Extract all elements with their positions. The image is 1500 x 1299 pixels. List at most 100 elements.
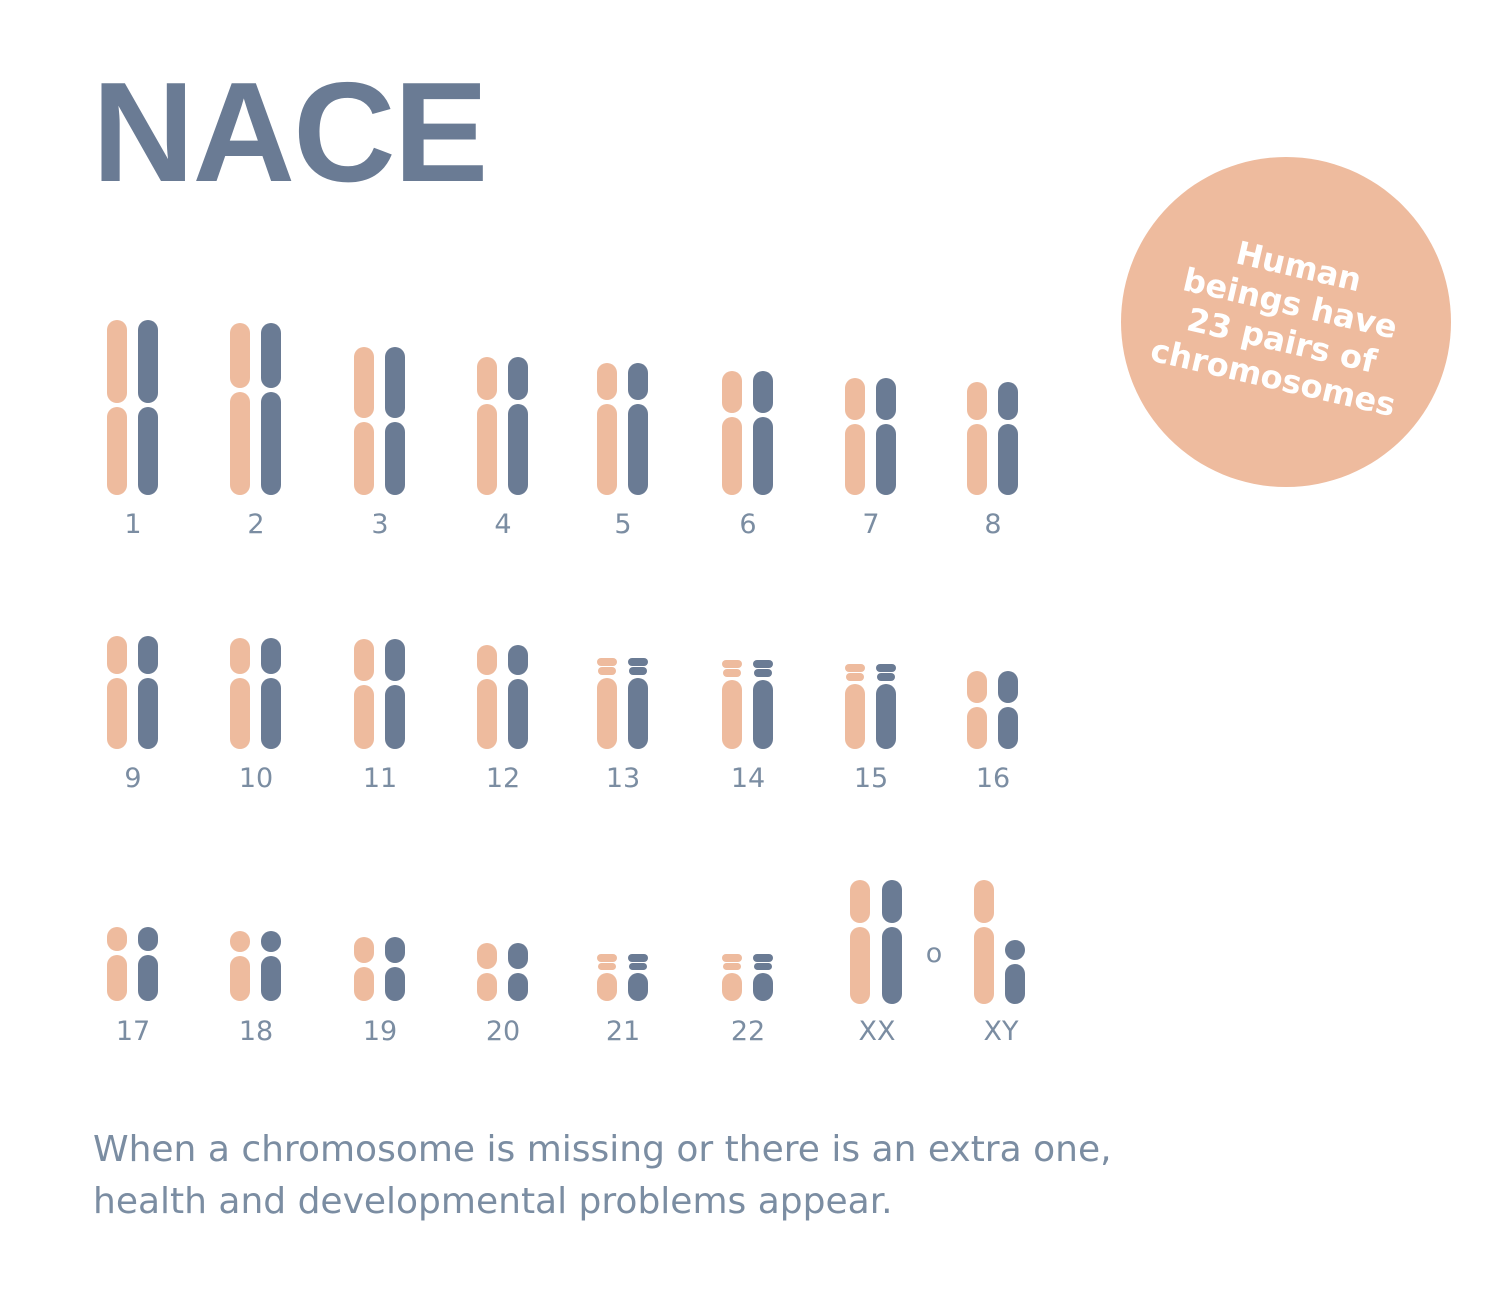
separator-or: o xyxy=(926,938,943,969)
chromosome-paternal-short-arm xyxy=(508,645,528,675)
chromosome-maternal-long-arm xyxy=(354,685,374,749)
chromosome-label: 10 xyxy=(239,763,273,794)
chromosome-maternal-long-arm xyxy=(107,407,127,495)
chromosome-maternal-short-arm xyxy=(597,363,617,400)
chromosome-paternal-short-arm xyxy=(754,669,772,677)
chromosome-paternal-long-arm xyxy=(385,685,405,749)
chromosome-label: 5 xyxy=(614,509,631,540)
chromosome-maternal-long-arm xyxy=(354,422,374,495)
chromosome-paternal-long-arm xyxy=(998,707,1018,749)
chromosome-paternal-long-arm xyxy=(261,956,281,1001)
chromosome-maternal-short-arm xyxy=(477,645,497,675)
chromosome-label: 7 xyxy=(862,509,879,540)
chromosome-maternal-satellite xyxy=(597,954,617,962)
chromosome-paternal-long-arm xyxy=(628,973,648,1001)
chromosome-label: 16 xyxy=(976,763,1010,794)
chromosome-paternal-short-arm xyxy=(138,927,158,951)
chromosome-maternal-long-arm xyxy=(354,967,374,1001)
chromosome-maternal-short-arm xyxy=(723,963,741,970)
chromosome-paternal-long-arm xyxy=(753,680,773,749)
chromosome-paternal-short-arm xyxy=(261,931,281,952)
chromosome-label: 6 xyxy=(739,509,756,540)
chromosome-paternal-long-arm xyxy=(876,424,896,495)
chromosome-maternal-long-arm xyxy=(230,678,250,749)
chromosome-paternal-short-arm xyxy=(877,673,895,681)
chromosome-maternal-short-arm xyxy=(354,639,374,681)
chromosome-maternal-long-arm xyxy=(597,678,617,749)
chromosome-label: 12 xyxy=(486,763,520,794)
chromosome-maternal-long-arm xyxy=(230,956,250,1001)
chromosome-paternal-long-arm xyxy=(508,404,528,495)
chromosome-label: 19 xyxy=(363,1016,397,1047)
chromosome-maternal-long-arm xyxy=(477,973,497,1001)
chromosome-maternal-satellite xyxy=(845,664,865,672)
chromosome-maternal-satellite xyxy=(597,658,617,666)
page-title: NACE xyxy=(92,53,488,212)
chromosome-maternal-short-arm xyxy=(354,347,374,418)
chromosome-paternal-short-arm xyxy=(629,667,647,675)
chromosome-paternal-satellite xyxy=(753,954,773,962)
chromosome-label: 1 xyxy=(124,509,141,540)
chromosome-paternal-satellite xyxy=(876,664,896,672)
chromosome-maternal-short-arm xyxy=(230,931,250,952)
chromosome-maternal-long-arm xyxy=(477,404,497,495)
footer-text: When a chromosome is missing or there is… xyxy=(93,1124,1112,1228)
chromosome-paternal-short-arm xyxy=(998,382,1018,420)
chromosome-paternal-long-arm xyxy=(998,424,1018,495)
chromosome-x-long-arm xyxy=(882,927,902,1004)
chromosome-maternal-short-arm xyxy=(477,357,497,400)
chromosome-maternal-short-arm xyxy=(477,943,497,969)
chromosome-label: 11 xyxy=(363,763,397,794)
chromosome-maternal-short-arm xyxy=(230,323,250,388)
chromosome-maternal-long-arm xyxy=(107,678,127,749)
chromosome-maternal-long-arm xyxy=(967,424,987,495)
chromosome-label: 3 xyxy=(371,509,388,540)
chromosome-label: 18 xyxy=(239,1016,273,1047)
chromosome-maternal-short-arm xyxy=(845,378,865,420)
chromosome-maternal-satellite xyxy=(722,660,742,668)
chromosome-maternal-long-arm xyxy=(845,424,865,495)
chromosome-label: 15 xyxy=(854,763,888,794)
chromosome-x-short-arm xyxy=(974,880,994,923)
chromosome-paternal-long-arm xyxy=(628,404,648,495)
chromosome-label: 8 xyxy=(984,509,1001,540)
chromosome-label: 20 xyxy=(486,1016,520,1047)
chromosome-paternal-short-arm xyxy=(138,636,158,674)
chromosome-paternal-satellite xyxy=(753,660,773,668)
chromosome-paternal-long-arm xyxy=(753,417,773,495)
chromosome-paternal-long-arm xyxy=(138,955,158,1001)
info-badge: Human beings have 23 pairs of chromosome… xyxy=(1121,157,1451,487)
chromosome-maternal-short-arm xyxy=(598,667,616,675)
chromosome-maternal-short-arm xyxy=(107,320,127,403)
chromosome-paternal-short-arm xyxy=(261,638,281,674)
chromosome-maternal-short-arm xyxy=(107,927,127,951)
footer-line: When a chromosome is missing or there is… xyxy=(93,1129,1112,1170)
chromosome-label: XY xyxy=(984,1016,1019,1047)
chromosome-maternal-short-arm xyxy=(967,671,987,703)
chromosome-paternal-short-arm xyxy=(876,378,896,420)
chromosome-maternal-satellite xyxy=(722,954,742,962)
chromosome-maternal-short-arm xyxy=(354,937,374,963)
chromosome-maternal-long-arm xyxy=(722,680,742,749)
chromosome-paternal-short-arm xyxy=(628,363,648,400)
chromosome-paternal-long-arm xyxy=(508,973,528,1001)
chromosome-label: XX xyxy=(859,1016,896,1047)
chromosome-paternal-satellite xyxy=(628,954,648,962)
chromosome-paternal-short-arm xyxy=(508,943,528,969)
chromosome-paternal-long-arm xyxy=(385,967,405,1001)
chromosome-label: 22 xyxy=(731,1016,765,1047)
chromosome-paternal-short-arm xyxy=(508,357,528,400)
chromosome-maternal-long-arm xyxy=(845,684,865,749)
chromosome-maternal-long-arm xyxy=(967,707,987,749)
chromosome-paternal-short-arm xyxy=(385,639,405,681)
chromosome-maternal-short-arm xyxy=(723,669,741,677)
chromosome-maternal-long-arm xyxy=(230,392,250,495)
chromosome-paternal-long-arm xyxy=(138,678,158,749)
chromosome-label: 2 xyxy=(247,509,264,540)
chromosome-maternal-short-arm xyxy=(846,673,864,681)
chromosome-maternal-long-arm xyxy=(722,417,742,495)
chromosome-maternal-long-arm xyxy=(477,679,497,749)
chromosome-y-short-arm xyxy=(1005,940,1025,960)
chromosome-label: 9 xyxy=(124,763,141,794)
